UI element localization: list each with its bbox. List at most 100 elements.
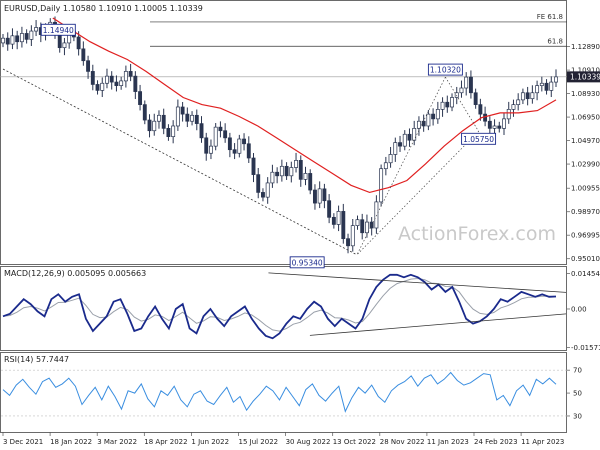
candle (109, 71, 114, 90)
xtick-label-8: 28 Nov 2022 (380, 438, 425, 446)
candle-body (105, 75, 109, 84)
candle (355, 215, 360, 230)
candle-body (416, 120, 421, 129)
candle (303, 166, 308, 186)
candle (388, 146, 393, 168)
candle (175, 99, 180, 131)
xtick-label-9: 11 Jan 2023 (427, 438, 469, 446)
candle (24, 29, 29, 44)
candle-body (388, 154, 393, 164)
candle-body (327, 200, 332, 218)
candle (284, 162, 289, 180)
candle (398, 135, 402, 152)
candle-body (180, 106, 185, 115)
callout-box-1 (289, 256, 325, 269)
candle (544, 79, 549, 95)
price-box-label: 1.10339 (570, 73, 600, 82)
candle-body (29, 30, 34, 40)
candle-body (114, 81, 119, 86)
candle (251, 153, 256, 183)
candle (209, 139, 213, 160)
candle-body (152, 120, 157, 132)
candle-body (383, 162, 388, 170)
candle-body (407, 133, 412, 141)
candle-body (450, 97, 454, 108)
candle-body (440, 101, 445, 110)
candle (327, 194, 332, 224)
dashed-trendline (2, 68, 358, 256)
candle-body (76, 36, 81, 50)
candle-body (279, 165, 284, 177)
candle-body (199, 123, 204, 139)
xtick-label-0: 3 Dec 2021 (3, 438, 43, 446)
candle (402, 130, 407, 151)
candle-body (421, 120, 426, 127)
candle-body (147, 119, 152, 132)
candle-body (251, 157, 256, 175)
candle-body (492, 125, 497, 129)
candle (393, 137, 398, 162)
candle (294, 152, 298, 173)
candle (213, 123, 218, 151)
candle (440, 97, 445, 117)
candle-body (270, 171, 275, 184)
callout-box-2 (427, 63, 463, 76)
candle-body (62, 42, 67, 49)
candle (105, 68, 109, 89)
candle (322, 183, 327, 209)
rsi-line (2, 371, 557, 413)
main-ytick-label-2: 1.08930 (571, 90, 600, 98)
candle-body (516, 99, 521, 105)
candle (76, 31, 81, 56)
candle (114, 75, 119, 92)
candle-body (520, 92, 525, 101)
candle (62, 37, 67, 56)
candle (525, 86, 530, 106)
candle-body (435, 109, 440, 120)
candle (123, 65, 128, 88)
candle (502, 113, 506, 135)
candle-body (256, 174, 261, 193)
candle (520, 88, 525, 105)
candle (100, 77, 105, 98)
candle-body (303, 173, 308, 180)
candle-body (261, 192, 265, 198)
candle-body (161, 114, 166, 129)
candle (360, 213, 365, 240)
macd-line (2, 273, 557, 340)
candle (549, 76, 554, 98)
candle (487, 116, 492, 136)
candle-body (81, 48, 86, 62)
candle (5, 32, 10, 51)
main-ytick-label-0: 1.12890 (571, 43, 600, 51)
candle (535, 80, 540, 101)
candle-body (398, 142, 402, 147)
candle (147, 114, 152, 138)
candle (138, 84, 143, 111)
candle-body (171, 125, 176, 138)
rsi-ytick-label-0: 70 (573, 367, 582, 375)
macd-signal-line (2, 277, 556, 332)
candle (166, 124, 171, 141)
candle-body (242, 138, 247, 145)
candle (275, 167, 280, 184)
candle-body (109, 75, 114, 83)
candle (336, 205, 341, 232)
callout-label-3: 1.05750 (463, 135, 494, 144)
candle (435, 101, 440, 124)
main-ytick-label-9: 0.95010 (571, 255, 600, 263)
candle (407, 128, 412, 147)
candle-body (350, 225, 355, 247)
candle-body (209, 145, 213, 154)
callout-label-0: 1.14940 (43, 26, 74, 35)
candle-body (511, 104, 516, 110)
candle (256, 167, 261, 199)
main-ytick-label-5: 1.02990 (571, 161, 600, 169)
callout-box-3 (461, 132, 497, 145)
xtick-label-1: 18 Jan 2022 (50, 438, 92, 446)
candle-body (119, 80, 124, 86)
candle-body (317, 188, 322, 204)
candle-body (539, 82, 544, 86)
main-ytick-label-4: 1.04970 (571, 137, 600, 145)
xtick-label-5: 15 Jul 2022 (239, 438, 279, 446)
